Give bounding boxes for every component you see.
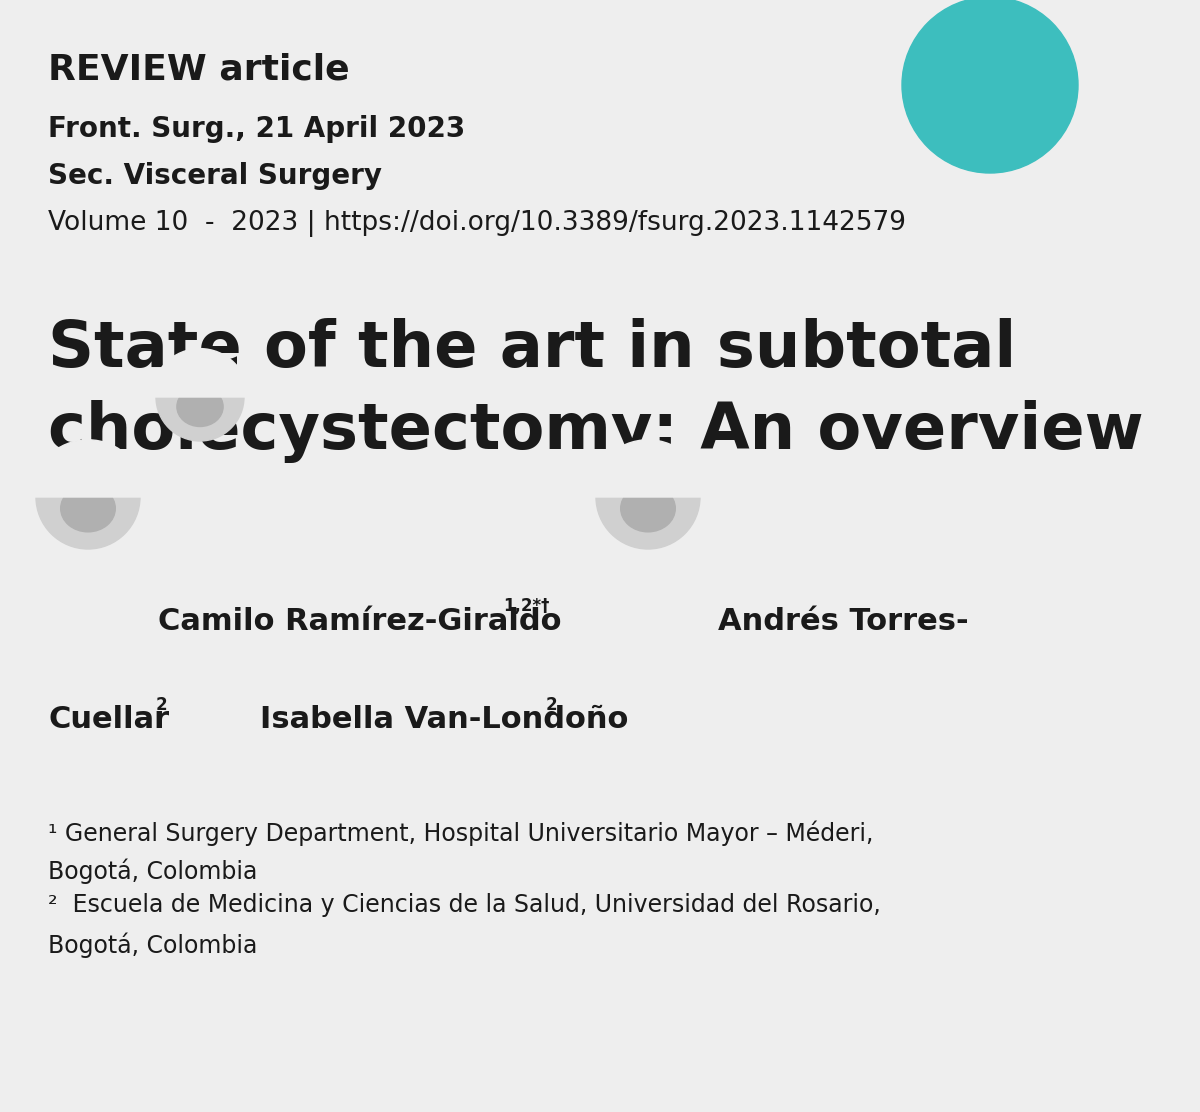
Ellipse shape: [176, 387, 223, 427]
Circle shape: [36, 445, 140, 549]
Ellipse shape: [620, 485, 676, 532]
Wedge shape: [590, 440, 706, 497]
Text: ²  Escuela de Medicina y Ciencias de la Salud, Universidad del Rosario,: ² Escuela de Medicina y Ciencias de la S…: [48, 893, 881, 917]
Text: Volume 10  -  2023 | https://doi.org/10.3389/fsurg.2023.1142579: Volume 10 - 2023 | https://doi.org/10.33…: [48, 210, 906, 237]
Circle shape: [185, 371, 216, 403]
Circle shape: [70, 467, 107, 504]
Text: ¹ General Surgery Department, Hospital Universitario Mayor – Méderi,: ¹ General Surgery Department, Hospital U…: [48, 820, 874, 845]
Text: 2: 2: [156, 696, 168, 714]
Text: Sec. Visceral Surgery: Sec. Visceral Surgery: [48, 162, 382, 190]
Circle shape: [596, 445, 700, 549]
Circle shape: [156, 353, 244, 441]
Text: Isabella Van-Londoño: Isabella Van-Londoño: [260, 705, 629, 734]
Text: Cuellar: Cuellar: [48, 705, 169, 734]
Text: cholecystectomy: An overview: cholecystectomy: An overview: [48, 400, 1144, 463]
Text: REVIEW article: REVIEW article: [48, 52, 349, 86]
Circle shape: [630, 467, 666, 504]
Text: Andrés Torres-: Andrés Torres-: [718, 607, 968, 636]
Text: Bogotá, Colombia: Bogotá, Colombia: [48, 858, 257, 884]
Text: Front. Surg., 21 April 2023: Front. Surg., 21 April 2023: [48, 115, 466, 143]
Circle shape: [902, 0, 1078, 173]
Text: Bogotá, Colombia: Bogotá, Colombia: [48, 932, 257, 957]
Text: Camilo Ramírez-Giraldo: Camilo Ramírez-Giraldo: [158, 607, 562, 636]
Ellipse shape: [61, 485, 115, 532]
Text: 1,2*†: 1,2*†: [503, 597, 550, 615]
Wedge shape: [31, 440, 145, 497]
Text: 2: 2: [546, 696, 558, 714]
Text: State of the art in subtotal: State of the art in subtotal: [48, 318, 1016, 380]
Wedge shape: [151, 348, 248, 397]
